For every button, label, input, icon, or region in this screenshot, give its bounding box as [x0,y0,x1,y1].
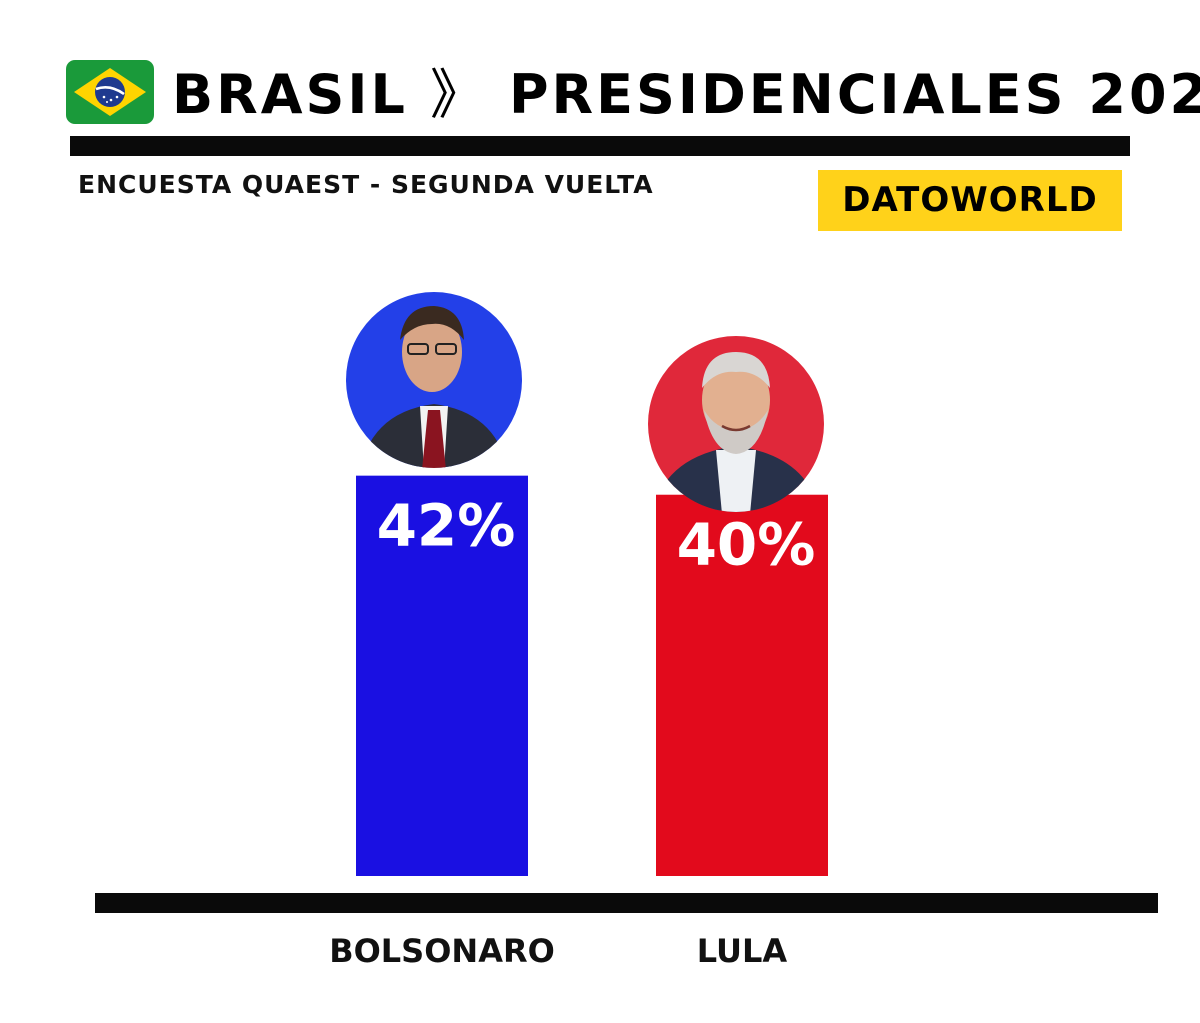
header-divider [70,136,1130,156]
category-label-bolsonaro: BOLSONARO [329,932,555,970]
bar-bolsonaro [356,475,528,876]
page-title: BRASIL 》 PRESIDENCIALES 2026 [172,58,1200,132]
data-label-bolsonaro: 42% [377,492,516,560]
data-label-lula: 40% [677,511,816,579]
title-country: BRASIL [172,63,408,126]
subtitle: ENCUESTA QUAEST - SEGUNDA VUELTA [78,170,654,199]
category-label-lula: LULA [697,932,788,970]
brand-badge: DATOWORLD [818,170,1122,231]
lula-photo [648,336,824,512]
bolsonaro-photo [346,292,522,468]
brazil-flag-icon [66,60,154,124]
title-main: PRESIDENCIALES 2026 [508,63,1200,126]
x-axis-baseline [95,893,1158,913]
title-separator: 》 [429,63,487,126]
bar-lula [656,494,828,876]
